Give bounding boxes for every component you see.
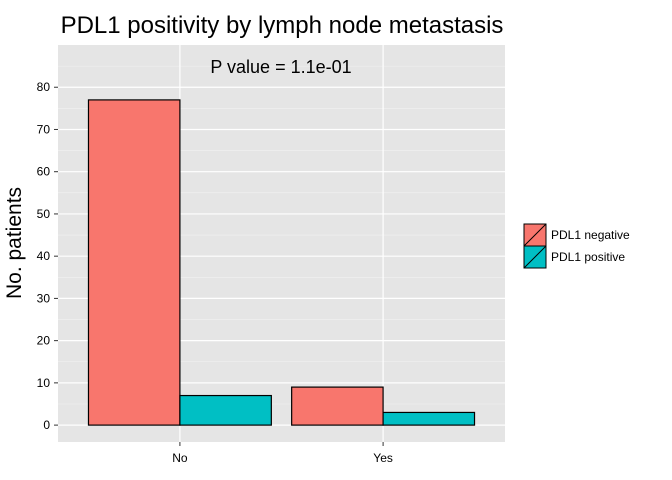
- x-tick-label: No: [172, 451, 188, 465]
- legend-label: PDL1 negative: [551, 228, 630, 242]
- y-tick-label: 60: [37, 165, 51, 179]
- legend-label: PDL1 positive: [551, 250, 625, 264]
- bar-pdl1-positive-no: [179, 394, 272, 426]
- legend-key-slash: [523, 223, 547, 247]
- legend: PDL1 negative PDL1 positive: [523, 223, 630, 269]
- legend-key-slash: [523, 245, 547, 269]
- y-tick-label: 70: [37, 122, 51, 136]
- y-tick-label: 50: [37, 207, 51, 221]
- y-axis: 0 10 20 30 40 50 60 70 80: [37, 80, 58, 432]
- x-axis: No Yes: [172, 442, 393, 465]
- chart-title: PDL1 positivity by lymph node metastasis: [61, 12, 504, 39]
- x-tick-label: Yes: [373, 451, 393, 465]
- p-value-annotation: P value = 1.1e-01: [210, 57, 351, 77]
- bars: [87, 99, 476, 426]
- y-tick-label: 80: [37, 80, 51, 94]
- y-tick-label: 10: [37, 376, 51, 390]
- y-tick-label: 0: [43, 418, 50, 432]
- bar-pdl1-positive-yes: [382, 411, 476, 426]
- bar-pdl1-negative-yes: [291, 386, 384, 426]
- y-tick-label: 20: [37, 334, 51, 348]
- y-tick-label: 30: [37, 291, 51, 305]
- bar-pdl1-negative-no: [87, 99, 181, 426]
- y-axis-label: No. patients: [3, 187, 26, 299]
- y-tick-label: 40: [37, 249, 51, 263]
